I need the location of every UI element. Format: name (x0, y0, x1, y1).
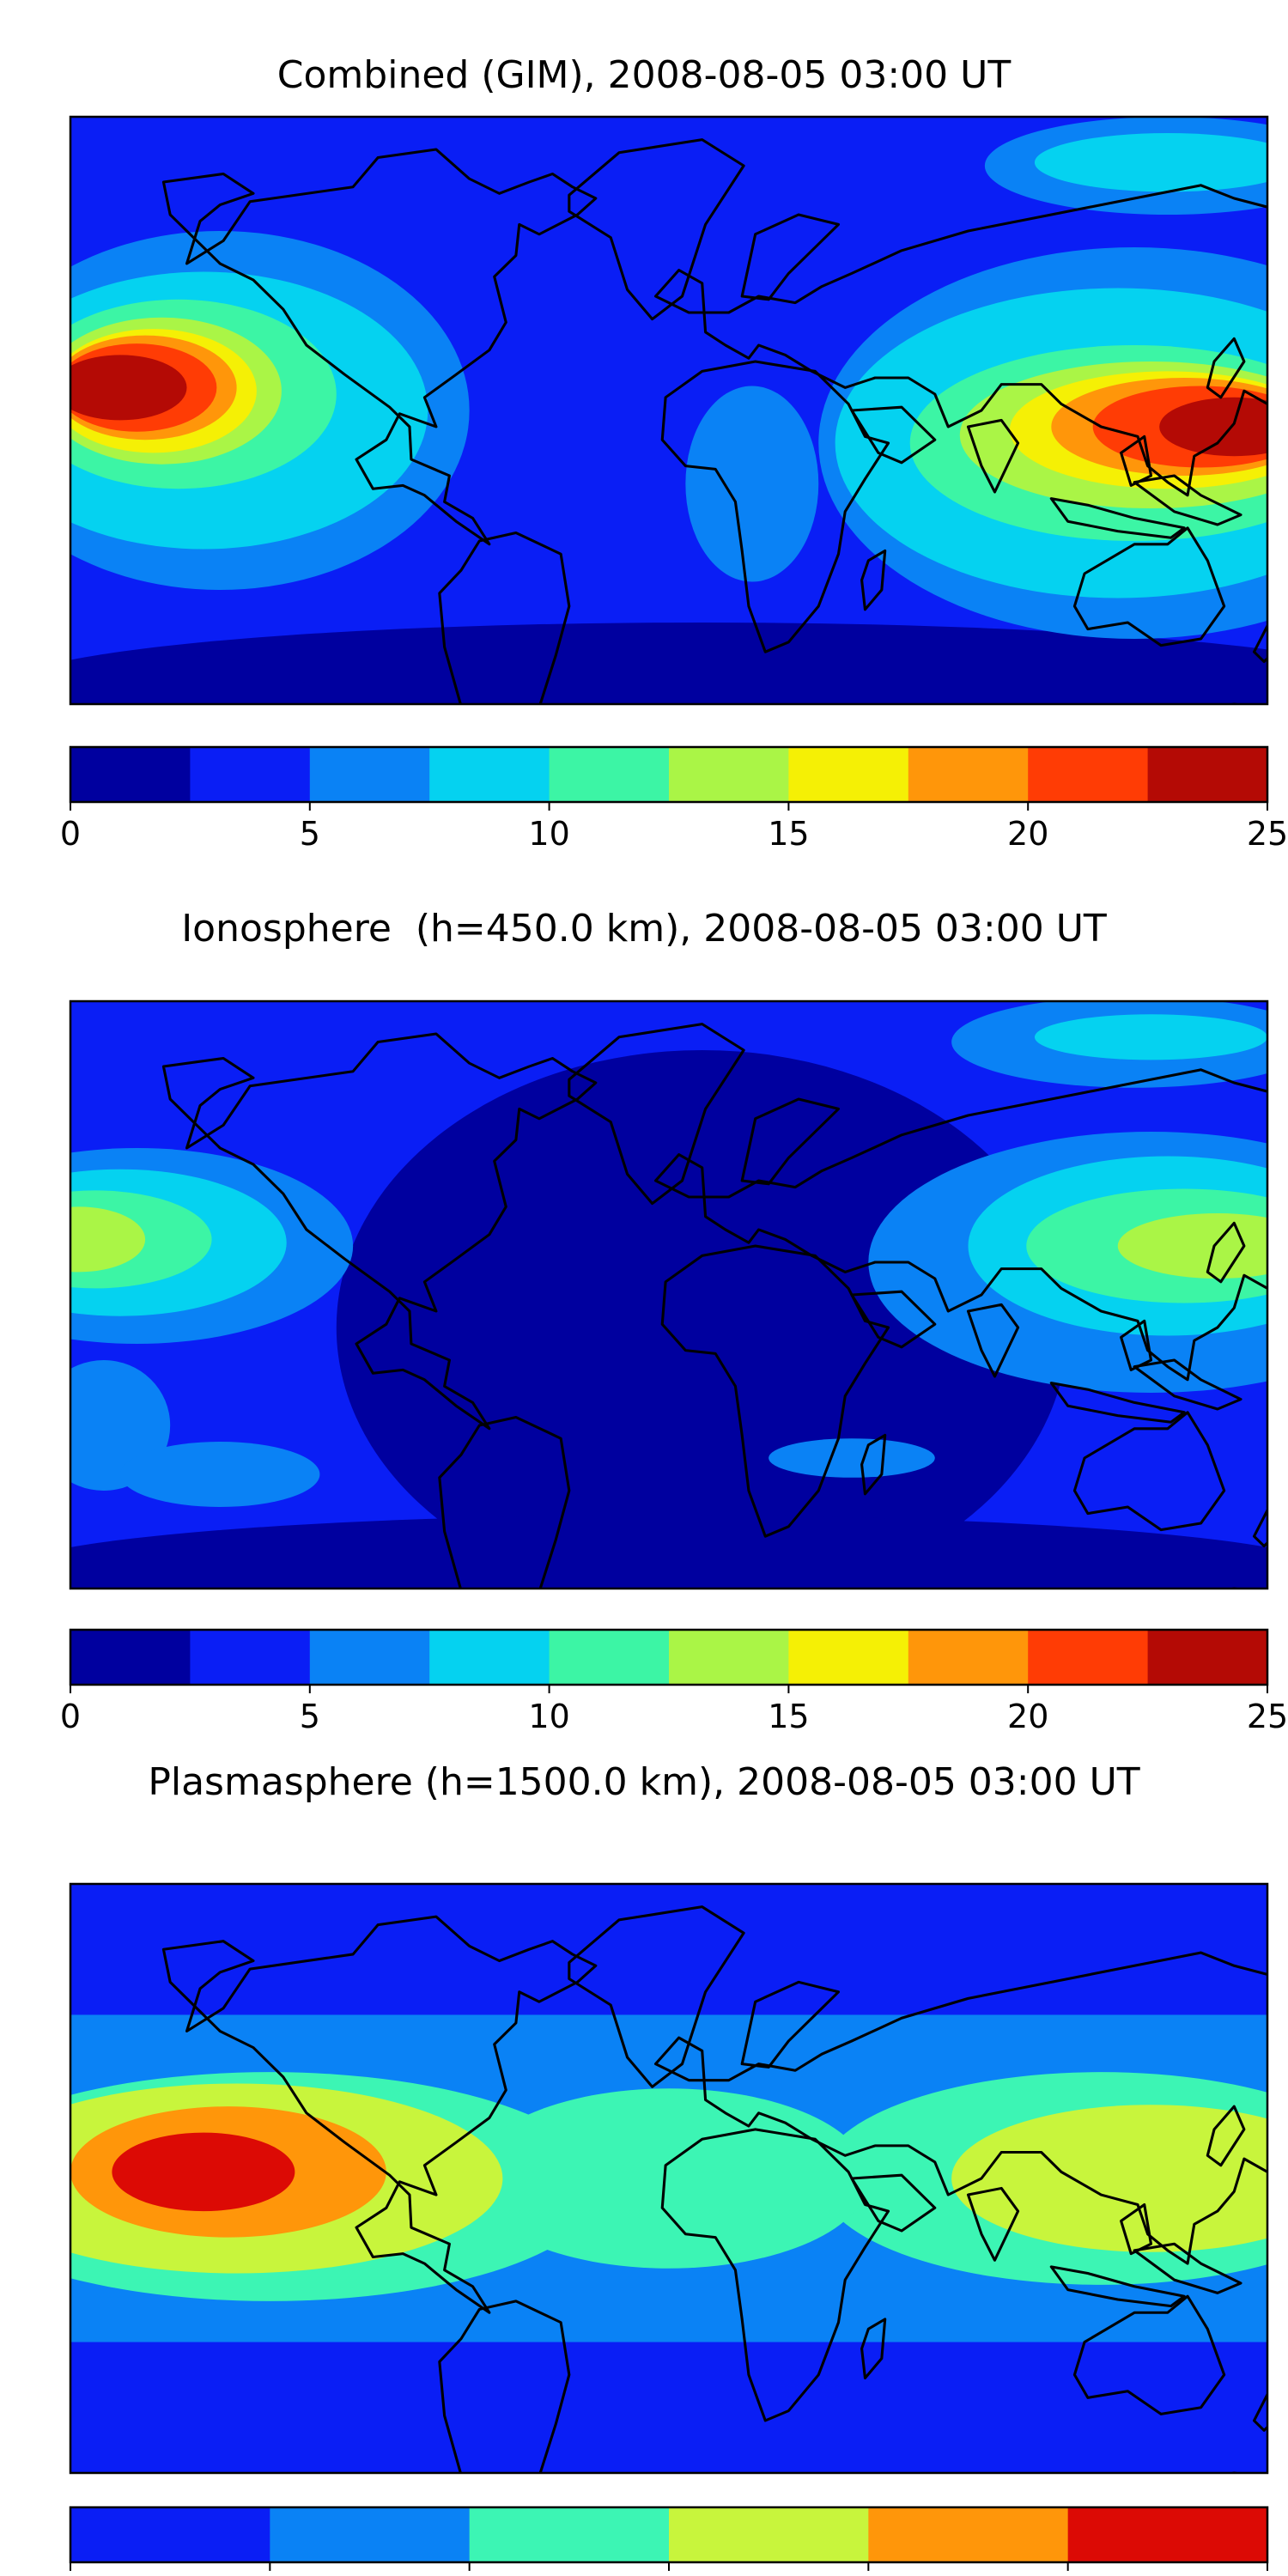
colorbar-cell (70, 1630, 191, 1685)
map-frame (69, 999, 1269, 1590)
contour-band-5 (112, 2132, 295, 2212)
colorbar-tick-label: 25 (1247, 1698, 1288, 1735)
colorbar-cell (70, 2507, 270, 2562)
panel-title-plasmasphere: Plasmasphere (h=1500.0 km), 2008-08-05 0… (148, 1760, 1140, 1804)
contour-band-0 (70, 655, 320, 704)
colorbar-tick-label: 5 (300, 815, 320, 853)
colorbar-frame (69, 745, 1269, 804)
colorbar-cell (309, 1630, 430, 1685)
colorbar-cell (669, 1630, 789, 1685)
colorbar-cell (309, 747, 430, 802)
colorbar-tick-label: 0 (60, 815, 81, 853)
colorbar-tick-label: 0 (60, 1698, 81, 1735)
contour-band-2 (469, 2088, 869, 2269)
colorbar-tick-label: 20 (1007, 1698, 1048, 1735)
contour-band-0 (70, 623, 1267, 704)
panel-title-ionosphere: Ionosphere (h=450.0 km), 2008-08-05 03:0… (181, 907, 1107, 951)
colorbar-cell (70, 747, 191, 802)
colorbar-cell (270, 2507, 471, 2562)
colorbar-tick-label: 15 (768, 815, 809, 853)
contour-band-9 (70, 355, 187, 421)
colorbar-plasmasphere: 0.02.55.07.510.012.515.0 (45, 2506, 1288, 2576)
colorbar-cell (549, 1630, 670, 1685)
contour-band-5 (70, 1206, 146, 1273)
contour-band-3 (1034, 1014, 1267, 1060)
map-frame (69, 1882, 1269, 2475)
colorbar-cell (669, 2507, 869, 2562)
colorbar-cell (429, 747, 550, 802)
colorbar-cell (1067, 2507, 1268, 2562)
colorbar-tick-label: 25 (1247, 815, 1288, 853)
colorbar-tick-label: 20 (1007, 815, 1048, 853)
contour-band-3 (951, 2105, 1267, 2252)
colorbar-tick-label: 15 (768, 1698, 809, 1735)
colorbar-combined: 0 5 10 15 20 25 (60, 745, 1288, 853)
colorbar-tick-label: 5 (300, 1698, 320, 1735)
contour-band-2 (769, 1438, 935, 1478)
colorbar-cell (190, 747, 311, 802)
colorbar-cell (788, 747, 909, 802)
colorbar-cell (868, 2507, 1069, 2562)
colorbar-cell (908, 1630, 1029, 1685)
colorbar-cell (669, 747, 789, 802)
colorbar-tick-label: 10 (528, 1698, 569, 1735)
colorbar-cell (1147, 747, 1268, 802)
map-panel-ionosphere: 0 5 10 15 20 25 (60, 999, 1288, 1735)
colorbar-cell (469, 2507, 670, 2562)
panel-title-combined: Combined (GIM), 2008-08-05 03:00 UT (276, 53, 1012, 97)
colorbar-cell (1147, 1630, 1268, 1685)
colorbar-cell (908, 747, 1029, 802)
colorbar-cell (190, 1630, 311, 1685)
colorbar-frame (69, 1628, 1269, 1686)
map-panel-plasmasphere: 0.02.55.07.510.012.515.0 (45, 1882, 1288, 2576)
contour-band-3 (1034, 133, 1267, 192)
colorbar-tick-label: 10 (528, 815, 569, 853)
colorbar-cell (549, 747, 670, 802)
colorbar-cell (788, 1630, 909, 1685)
contour-band-9 (1159, 397, 1267, 457)
contour-band-2 (685, 386, 819, 582)
colorbar-cell (1028, 747, 1149, 802)
colorbar-ionosphere: 0 5 10 15 20 25 (60, 1628, 1288, 1735)
colorbar-cell (1028, 1630, 1149, 1685)
colorbar-cell (429, 1630, 550, 1685)
contour-band-0 (70, 1515, 1267, 1589)
contour-band-2 (120, 1442, 320, 1507)
map-frame (69, 115, 1269, 706)
map-panel-combined: 0 5 10 15 20 25 (60, 115, 1288, 853)
